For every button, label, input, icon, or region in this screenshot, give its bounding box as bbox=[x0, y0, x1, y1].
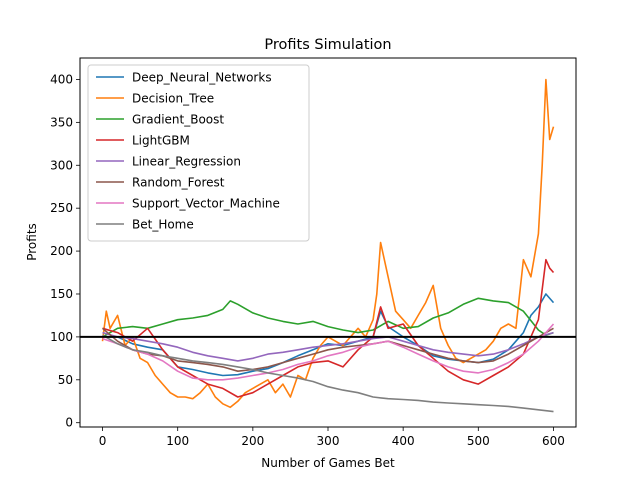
legend-entry: Decision_Tree bbox=[132, 92, 214, 106]
legend-box bbox=[87, 64, 310, 242]
legend-entry: Random_Forest bbox=[132, 176, 225, 190]
series-line-deep-neural-networks bbox=[102, 293, 555, 377]
y-tick-label: 100 bbox=[50, 330, 73, 344]
x-tick-label: 200 bbox=[241, 434, 264, 448]
legend-entry: Linear_Regression bbox=[132, 155, 241, 169]
legend-entry: LightGBM bbox=[132, 134, 190, 148]
legend-entry: Support_Vector_Machine bbox=[132, 197, 280, 211]
legend-entry: Gradient_Boost bbox=[132, 113, 224, 127]
legend: Deep_Neural_Networks Decision_Tree Gradien… bbox=[87, 64, 310, 242]
series-line-linear-regression bbox=[102, 331, 554, 362]
plot-frame bbox=[79, 57, 577, 428]
y-tick-label: 150 bbox=[50, 287, 73, 301]
y-tick-label: 50 bbox=[58, 373, 73, 387]
x-axis-label: Number of Games Bet bbox=[261, 456, 395, 470]
y-axis-label: Profits bbox=[25, 223, 39, 261]
x-axis-ticks: 0 100 200 300 400 500 600 bbox=[99, 427, 565, 448]
series-line-decision-tree bbox=[101, 78, 555, 409]
y-tick-label: 400 bbox=[50, 72, 73, 86]
series-line-bet-home bbox=[102, 334, 554, 413]
y-tick-label: 200 bbox=[50, 244, 73, 258]
x-tick-label: 400 bbox=[392, 434, 415, 448]
chart-title: Profits Simulation bbox=[264, 37, 391, 53]
x-tick-label: 500 bbox=[467, 434, 490, 448]
legend-entry: Bet_Home bbox=[132, 218, 194, 232]
x-tick-label: 300 bbox=[317, 434, 340, 448]
series-line-lightgbm bbox=[102, 258, 555, 398]
series-line-gradient-boost bbox=[102, 297, 554, 338]
y-tick-label: 350 bbox=[50, 115, 73, 129]
legend-entry: Deep_Neural_Networks bbox=[132, 71, 272, 85]
y-tick-label: 0 bbox=[65, 416, 73, 430]
series-line-support-vector-machine bbox=[102, 323, 555, 381]
series-lines bbox=[101, 78, 555, 413]
x-tick-label: 100 bbox=[166, 434, 189, 448]
x-tick-label: 600 bbox=[542, 434, 565, 448]
y-tick-label: 250 bbox=[50, 201, 73, 215]
y-tick-label: 300 bbox=[50, 158, 73, 172]
x-tick-label: 0 bbox=[99, 434, 107, 448]
series-line-random-forest bbox=[101, 327, 554, 373]
y-axis-ticks: 0 50 100 150 200 250 300 350 400 bbox=[50, 72, 80, 430]
